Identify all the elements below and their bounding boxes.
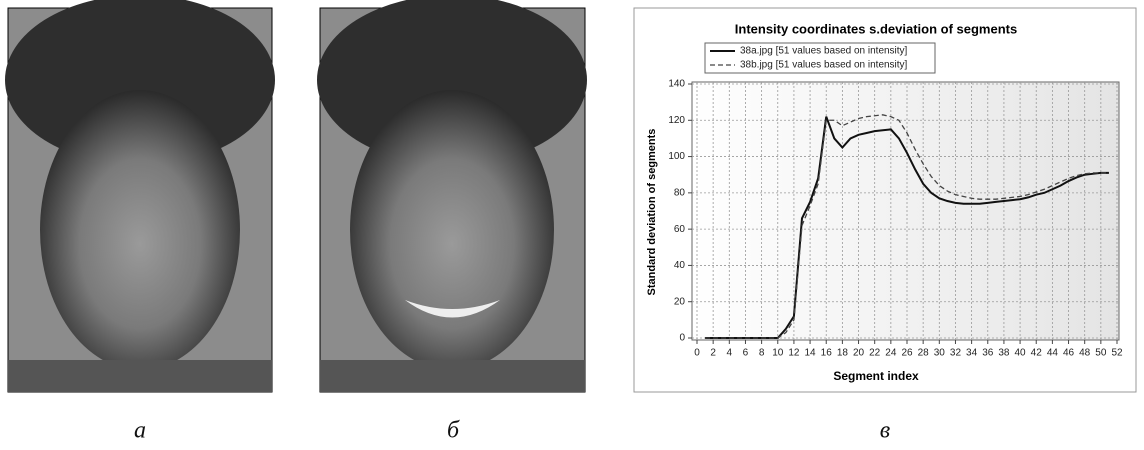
y-tick-label: 140 — [668, 79, 685, 90]
x-tick-label: 52 — [1111, 348, 1123, 359]
x-tick-label: 10 — [772, 348, 784, 359]
x-tick-label: 22 — [869, 348, 881, 359]
x-tick-label: 36 — [982, 348, 994, 359]
x-tick-label: 38 — [998, 348, 1010, 359]
x-tick-label: 48 — [1079, 348, 1091, 359]
x-tick-label: 40 — [1015, 348, 1027, 359]
x-tick-label: 24 — [885, 348, 897, 359]
x-tick-label: 12 — [788, 348, 800, 359]
photo-a — [5, 0, 275, 393]
y-tick-label: 80 — [674, 187, 686, 198]
legend-label: 38b.jpg [51 values based on intensity] — [740, 60, 908, 71]
caption: б — [447, 418, 460, 444]
legend-box — [704, 42, 936, 74]
x-tick-label: 42 — [1031, 348, 1043, 359]
y-axis-label: Standard deviation of segments — [646, 129, 658, 296]
x-tick-label: 46 — [1063, 348, 1075, 359]
x-tick-label: 6 — [743, 348, 749, 359]
photo-b — [317, 0, 587, 393]
y-tick-label: 0 — [679, 333, 685, 344]
x-tick-label: 44 — [1047, 348, 1059, 359]
x-tick-label: 2 — [710, 348, 716, 359]
y-tick-label: 100 — [668, 151, 685, 162]
x-tick-label: 16 — [821, 348, 833, 359]
x-tick-label: 30 — [934, 348, 946, 359]
x-tick-label: 28 — [918, 348, 930, 359]
chart-title: Intensity coordinates s.deviation of seg… — [735, 21, 1017, 36]
y-tick-label: 40 — [674, 260, 686, 271]
series-line — [705, 114, 1109, 339]
x-tick-label: 14 — [805, 348, 817, 359]
caption: в — [880, 418, 890, 444]
x-tick-label: 4 — [727, 348, 733, 359]
x-tick-label: 26 — [901, 348, 913, 359]
y-tick-label: 20 — [674, 296, 686, 307]
legend-label: 38a.jpg [51 values based on intensity] — [740, 46, 908, 57]
x-axis-label: Segment index — [833, 369, 919, 383]
x-tick-label: 20 — [853, 348, 865, 359]
y-tick-label: 120 — [668, 115, 685, 126]
x-tick-label: 34 — [966, 348, 978, 359]
x-tick-label: 0 — [694, 348, 700, 359]
caption: а — [134, 418, 146, 444]
x-tick-label: 18 — [837, 348, 849, 359]
plot-area — [691, 81, 1120, 341]
y-tick-label: 60 — [674, 224, 686, 235]
x-tick-label: 8 — [759, 348, 765, 359]
x-tick-label: 32 — [950, 348, 962, 359]
x-tick-label: 50 — [1095, 348, 1107, 359]
